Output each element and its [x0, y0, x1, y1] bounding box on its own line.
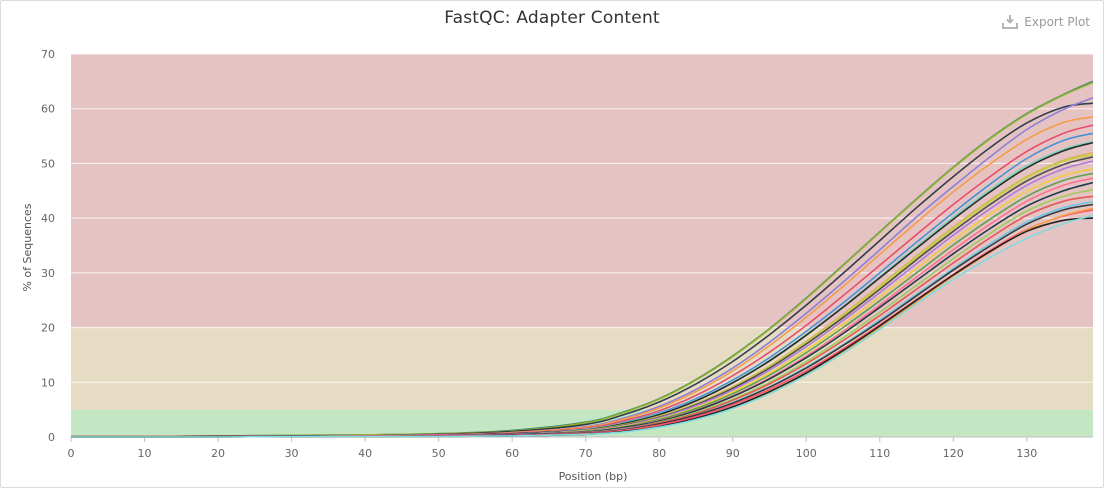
x-tick-label: 80 — [652, 447, 666, 460]
x-tick-label: 60 — [505, 447, 519, 460]
export-plot-label: Export Plot — [1024, 15, 1090, 29]
y-tick-label: 10 — [41, 376, 55, 389]
y-tick-label: 70 — [41, 48, 55, 61]
y-tick-label: 0 — [48, 431, 55, 444]
x-tick-label: 110 — [869, 447, 890, 460]
y-tick-label: 60 — [41, 103, 55, 116]
chart-title: FastQC: Adapter Content — [444, 8, 660, 28]
export-plot-button[interactable]: Export Plot — [1002, 15, 1090, 29]
x-tick-label: 100 — [796, 447, 817, 460]
series-line-24 — [71, 214, 1094, 438]
download-icon — [1002, 15, 1019, 29]
x-tick-label: 70 — [579, 447, 593, 460]
y-tick-label: 30 — [41, 267, 55, 280]
x-tick-label: 130 — [1016, 447, 1037, 460]
y-axis-title: % of Sequences — [21, 203, 34, 291]
x-tick-label: 10 — [138, 447, 152, 460]
plot-band-2 — [71, 54, 1093, 328]
y-tick-label: 50 — [41, 157, 55, 170]
x-tick-label: 50 — [432, 447, 446, 460]
x-tick-label: 20 — [211, 447, 225, 460]
x-tick-label: 90 — [726, 447, 740, 460]
series-group — [70, 80, 1094, 438]
x-axis-title: Position (bp) — [559, 470, 628, 483]
y-tick-label: 40 — [41, 212, 55, 225]
y-tick-label: 20 — [41, 322, 55, 335]
x-tick-label: 30 — [285, 447, 299, 460]
plot-band-1 — [71, 327, 1093, 410]
x-tick-label: 0 — [68, 447, 75, 460]
x-tick-label: 40 — [358, 447, 372, 460]
x-tick-label: 120 — [943, 447, 964, 460]
